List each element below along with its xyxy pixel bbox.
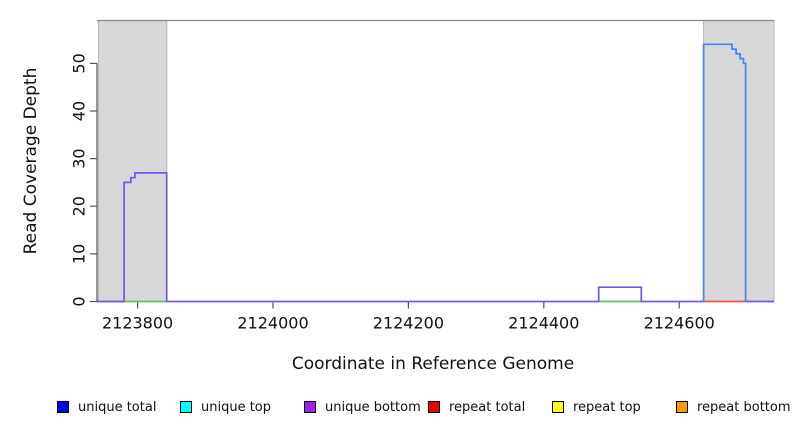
- x-tick-label: 2124000: [237, 314, 308, 333]
- y-tick-label: 20: [70, 196, 89, 216]
- y-tick-label: 10: [70, 244, 89, 264]
- series-unique-bottom: [97, 172, 705, 303]
- x-tick-label: 2123800: [102, 314, 173, 333]
- x-tick-label: 2124600: [644, 314, 715, 333]
- y-tick-label: 30: [70, 148, 89, 168]
- series-unique-total: [702, 43, 747, 302]
- x-tick-label: 2124200: [373, 314, 444, 333]
- x-tick-label: 2124400: [508, 314, 579, 333]
- repeat-region-left: [97, 20, 168, 302]
- y-tick-label: 50: [70, 53, 89, 73]
- y-axis-title: Read Coverage Depth: [21, 67, 41, 255]
- repeat-region-right: [703, 20, 775, 302]
- y-tick-label: 40: [70, 101, 89, 121]
- x-axis-title: Coordinate in Reference Genome: [291, 354, 575, 374]
- y-tick-label: 0: [70, 296, 89, 306]
